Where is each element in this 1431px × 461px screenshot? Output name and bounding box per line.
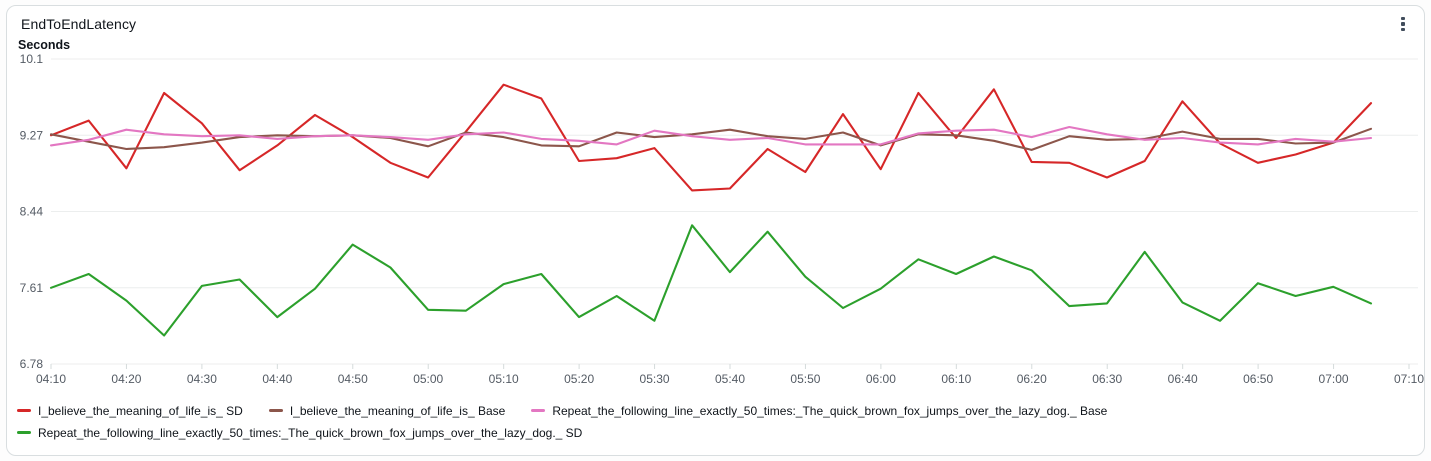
legend-item[interactable]: I_believe_the_meaning_of_life_is_ SD	[17, 403, 243, 418]
series-line	[49, 224, 1373, 337]
x-axis-tick-label: 04:30	[187, 372, 217, 386]
kebab-dot	[1401, 28, 1405, 32]
x-axis-tick-label: 06:50	[1243, 372, 1273, 386]
legend-label: Repeat_the_following_line_exactly_50_tim…	[38, 425, 583, 440]
x-axis-tick-label: 06:20	[1017, 372, 1047, 386]
legend-swatch-icon	[268, 409, 283, 412]
chart-plot-area[interactable]	[51, 53, 1418, 370]
x-axis-tick-label: 06:00	[866, 372, 896, 386]
series-line	[49, 127, 1373, 151]
x-axis-tick-label: 07:10	[1394, 372, 1424, 386]
widget-header: EndToEndLatency	[21, 12, 1414, 36]
x-axis-tick-label: 04:10	[36, 372, 66, 386]
x-axis-tick-label: 05:20	[564, 372, 594, 386]
chart-legend: I_believe_the_meaning_of_life_is_ SD I_be…	[17, 403, 1414, 440]
kebab-dot	[1401, 22, 1405, 26]
x-axis-tick-label: 05:40	[715, 372, 745, 386]
kebab-menu-icon[interactable]	[1392, 13, 1414, 35]
x-axis-tick-label: 06:30	[1092, 372, 1122, 386]
legend-swatch-icon	[17, 431, 31, 434]
legend-label: I_believe_the_meaning_of_life_is_ Base	[289, 403, 506, 418]
series-line	[49, 83, 1373, 192]
x-axis-tick-label: 06:10	[941, 372, 971, 386]
x-axis-tick-label: 05:50	[790, 372, 820, 386]
y-axis-tick-label: 10.1	[20, 52, 44, 66]
legend-item[interactable]: Repeat_the_following_line_exactly_50_tim…	[17, 425, 582, 440]
x-axis-tick-label: 04:40	[262, 372, 292, 386]
legend-item[interactable]: Repeat_the_following_line_exactly_50_tim…	[531, 403, 1107, 418]
legend-swatch-icon	[531, 409, 546, 412]
legend-label: Repeat_the_following_line_exactly_50_tim…	[552, 403, 1108, 418]
legend-swatch-icon	[17, 409, 31, 412]
widget-title: EndToEndLatency	[21, 16, 137, 32]
x-axis-tick-label: 05:10	[489, 372, 519, 386]
chart-widget-card: EndToEndLatency Seconds 10.1 9.27 8.44 7.61…	[6, 5, 1425, 456]
series-line	[49, 125, 1373, 147]
x-axis-tick-label: 06:40	[1168, 372, 1198, 386]
x-axis-tick-label: 07:00	[1319, 372, 1349, 386]
y-axis-tick-label: 7.61	[20, 281, 44, 295]
y-axis-tick-label: 9.27	[20, 128, 44, 142]
legend-item[interactable]: I_believe_the_meaning_of_life_is_ Base	[268, 403, 506, 418]
legend-label: I_believe_the_meaning_of_life_is_ SD	[38, 403, 243, 418]
y-axis-tick-label: 6.78	[20, 357, 44, 371]
x-axis-tick-label: 05:30	[640, 372, 670, 386]
x-axis-tick-label: 05:00	[413, 372, 443, 386]
y-axis-unit-label: Seconds	[18, 38, 71, 52]
y-axis-tick-label: 8.44	[20, 205, 44, 219]
kebab-dot	[1401, 16, 1405, 20]
x-axis-tick-label: 04:20	[111, 372, 141, 386]
x-axis-tick-label: 04:50	[338, 372, 368, 386]
